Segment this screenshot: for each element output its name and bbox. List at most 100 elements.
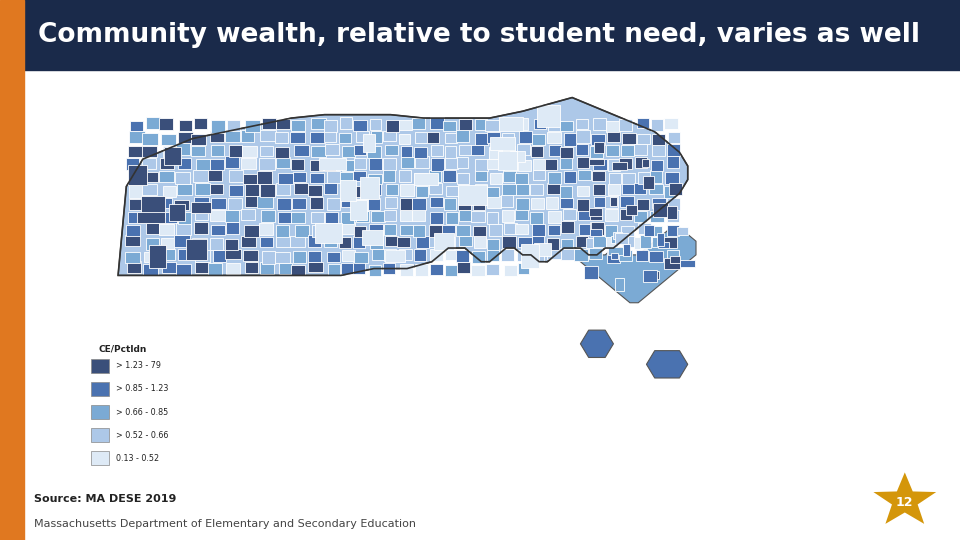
Bar	[342, 250, 354, 261]
Bar	[257, 171, 272, 184]
Bar	[659, 242, 668, 248]
Bar	[383, 170, 395, 181]
Bar	[242, 146, 257, 157]
Bar	[211, 145, 225, 156]
Bar	[638, 223, 651, 234]
Bar	[607, 130, 620, 142]
Bar	[397, 237, 410, 247]
Bar	[324, 236, 337, 247]
Bar	[126, 225, 140, 236]
Bar	[623, 244, 630, 256]
Bar	[613, 232, 622, 239]
Bar	[531, 184, 543, 195]
Bar	[341, 196, 354, 207]
Bar	[444, 198, 457, 210]
Bar	[163, 212, 177, 223]
Bar	[319, 158, 346, 170]
Bar	[610, 197, 616, 206]
Bar	[547, 132, 561, 143]
Bar	[177, 184, 192, 195]
Bar	[178, 249, 192, 260]
Text: Source: MA DESE 2019: Source: MA DESE 2019	[34, 494, 176, 504]
Bar	[460, 145, 473, 156]
Bar	[664, 118, 678, 129]
Bar	[622, 183, 635, 194]
Bar	[229, 145, 242, 157]
Bar	[353, 235, 366, 248]
Bar	[368, 198, 380, 210]
Bar	[261, 210, 275, 222]
Bar	[276, 147, 289, 158]
Bar	[457, 262, 469, 273]
Bar	[175, 235, 190, 247]
Bar	[429, 183, 442, 194]
Bar	[130, 121, 143, 131]
Bar	[442, 225, 455, 237]
Bar	[473, 235, 486, 248]
Bar	[260, 262, 275, 274]
Bar	[531, 251, 544, 261]
Bar	[130, 172, 143, 184]
Bar	[275, 132, 288, 143]
Bar	[430, 117, 444, 129]
Bar	[159, 224, 174, 235]
Bar	[589, 222, 603, 234]
Bar	[443, 170, 456, 182]
Bar	[191, 146, 205, 157]
Bar	[502, 237, 516, 248]
Bar	[564, 133, 577, 145]
Bar	[129, 212, 142, 224]
Bar	[362, 230, 383, 245]
Bar	[619, 196, 634, 207]
Bar	[370, 119, 381, 130]
Bar	[277, 212, 291, 222]
Bar	[211, 198, 226, 208]
Bar	[545, 159, 557, 170]
Bar	[91, 451, 108, 465]
Bar	[262, 252, 276, 264]
Bar	[343, 146, 354, 157]
Bar	[326, 171, 340, 183]
Bar	[502, 184, 516, 195]
Bar	[487, 212, 498, 224]
Bar	[444, 146, 456, 158]
Bar	[430, 197, 443, 207]
Bar	[500, 195, 513, 207]
Bar	[161, 134, 176, 145]
Bar	[207, 170, 223, 181]
Bar	[144, 252, 158, 262]
Bar	[210, 184, 223, 194]
Bar	[586, 238, 592, 248]
Bar	[340, 117, 352, 129]
Bar	[400, 184, 414, 196]
Bar	[638, 172, 651, 184]
Bar	[561, 121, 572, 131]
Bar	[488, 159, 499, 169]
Bar	[459, 200, 470, 210]
Bar	[241, 209, 255, 220]
Bar	[607, 251, 619, 263]
Bar	[141, 196, 165, 217]
Bar	[159, 158, 174, 169]
Bar	[400, 146, 413, 157]
Bar	[589, 146, 603, 158]
Bar	[588, 208, 602, 216]
Bar	[427, 132, 440, 143]
Bar	[444, 157, 458, 169]
Bar	[295, 225, 308, 237]
Bar	[619, 250, 633, 261]
Bar	[611, 253, 618, 259]
Bar	[429, 225, 443, 237]
Bar	[669, 183, 682, 195]
Bar	[593, 197, 606, 207]
Bar	[260, 146, 274, 157]
Bar	[126, 252, 140, 263]
Bar	[620, 209, 633, 220]
Bar	[372, 249, 384, 260]
Bar	[385, 251, 405, 262]
Bar	[593, 142, 604, 153]
Bar	[634, 211, 647, 222]
Text: > 0.52 - 0.66: > 0.52 - 0.66	[116, 431, 169, 440]
Bar	[488, 196, 500, 208]
Bar	[531, 146, 543, 157]
